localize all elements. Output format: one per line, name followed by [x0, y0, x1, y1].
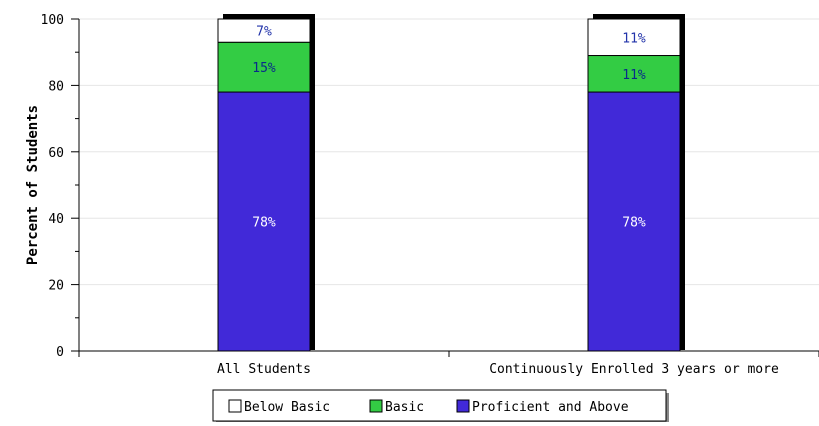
- bars: 78% 15% 7% 78% 11% 11%: [217, 14, 685, 352]
- bar-segment-below-basic: [587, 18, 681, 57]
- legend-swatch: [369, 399, 383, 413]
- data-label: 7%: [256, 25, 272, 40]
- gridlines: [79, 18, 819, 286]
- bar-segment-basic: [587, 55, 681, 93]
- x-tick-label: Continuously Enrolled 3 years or more: [489, 362, 779, 377]
- data-label: 15%: [252, 61, 276, 76]
- x-tick-label: All Students: [217, 362, 311, 377]
- legend: Below Basic Basic Proficient and Above: [212, 389, 669, 424]
- data-label: 78%: [622, 216, 646, 231]
- legend-swatch: [456, 399, 470, 413]
- y-tick-label: 100: [41, 13, 64, 28]
- legend-swatch: [228, 399, 242, 413]
- y-axis-label: Percent of Students: [25, 105, 41, 265]
- y-tick-label: 20: [48, 279, 64, 294]
- bar-segment-basic: [217, 41, 311, 93]
- y-tick-label: 0: [56, 345, 64, 360]
- legend-box: [212, 389, 667, 422]
- y-tick-label: 80: [48, 79, 64, 94]
- data-label: 78%: [252, 216, 276, 231]
- legend-label: Below Basic: [244, 400, 330, 415]
- legend-label: Basic: [385, 400, 424, 415]
- bar-segment-proficient-and-above: [217, 91, 311, 352]
- legend-label: Proficient and Above: [472, 400, 629, 415]
- bar-segment-proficient-and-above: [587, 91, 681, 352]
- data-label: 11%: [622, 68, 646, 83]
- bar-segment-below-basic: [217, 18, 311, 43]
- data-label: 11%: [622, 31, 646, 46]
- axes: 0 20 40 60 80 100 All Students Continuously Enr…: [41, 13, 819, 377]
- y-tick-label: 60: [48, 146, 64, 161]
- y-tick-label: 40: [48, 212, 64, 227]
